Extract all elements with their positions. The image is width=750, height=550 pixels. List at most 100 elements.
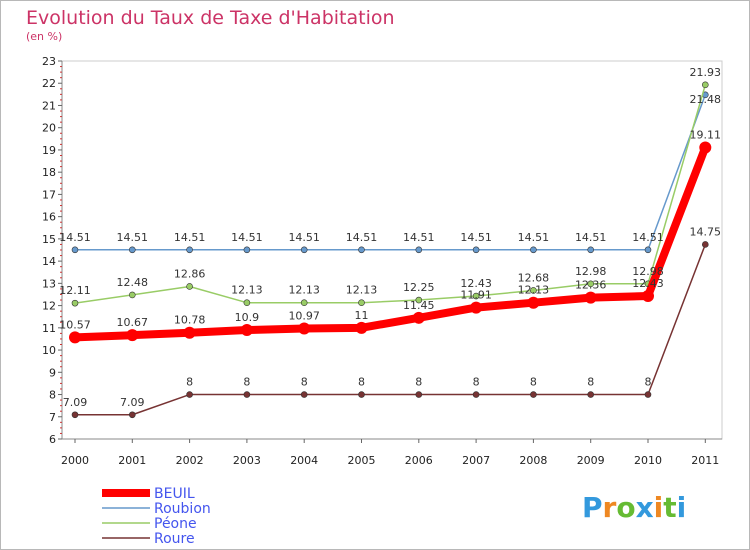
data-point bbox=[300, 391, 308, 398]
data-point bbox=[470, 301, 483, 314]
data-label: 8 bbox=[530, 376, 537, 389]
y-tick-label: 22 bbox=[42, 77, 56, 90]
data-point bbox=[129, 411, 136, 419]
y-tick-label: 17 bbox=[42, 188, 56, 201]
data-label: 11 bbox=[355, 309, 369, 322]
logo-letter: i bbox=[654, 491, 664, 524]
data-point bbox=[243, 246, 251, 254]
labels-péone: 12.11 12.48 12.86 12.13 12.13 12.13 12.25 12.43… bbox=[59, 66, 721, 297]
data-point bbox=[701, 241, 709, 248]
data-label: 7.09 bbox=[63, 396, 88, 409]
series-roure bbox=[71, 241, 709, 419]
data-point bbox=[472, 292, 480, 300]
data-label: 19.11 bbox=[690, 128, 722, 141]
data-point bbox=[186, 283, 193, 290]
data-point bbox=[358, 391, 365, 398]
logo-letter: r bbox=[603, 491, 617, 524]
data-label: 11.91 bbox=[460, 289, 492, 302]
logo-letter: P bbox=[582, 491, 603, 524]
data-label: 12.13 bbox=[518, 284, 550, 297]
series-beuil bbox=[69, 141, 712, 344]
labels-beuil: 10.57 10.67 10.78 10.9 10.97 11 11.45 11.91 12.1… bbox=[59, 128, 721, 331]
data-label: 12.11 bbox=[59, 284, 91, 297]
logo-letter: t bbox=[663, 491, 676, 524]
data-label: 11.45 bbox=[403, 299, 435, 312]
labels-roure: 7.09 7.09 8 8 8 8 8 8 8 8 8 14.75 bbox=[63, 225, 721, 408]
data-label: 10.97 bbox=[288, 309, 320, 322]
data-label: 14.51 bbox=[59, 231, 91, 244]
data-label: 8 bbox=[301, 376, 308, 389]
logo-text: Proxiti bbox=[582, 491, 686, 524]
x-tick-label: 2001 bbox=[118, 454, 146, 467]
x-tick-label: 2008 bbox=[519, 454, 547, 467]
data-label: 8 bbox=[587, 376, 594, 389]
data-point bbox=[644, 246, 652, 254]
x-tick-label: 2009 bbox=[577, 454, 605, 467]
data-point bbox=[701, 81, 709, 89]
data-point bbox=[126, 329, 139, 342]
data-point bbox=[415, 246, 423, 254]
data-point bbox=[183, 326, 196, 339]
legend-label: BEUIL bbox=[154, 486, 195, 502]
labels-roubion: 14.51 14.51 14.51 14.51 14.51 14.51 14.51 14.51… bbox=[59, 93, 721, 244]
data-point bbox=[530, 246, 537, 254]
data-point bbox=[243, 299, 251, 306]
series-line bbox=[71, 143, 710, 342]
logo-letter: i bbox=[677, 491, 687, 524]
data-label: 21.48 bbox=[690, 93, 722, 106]
y-tick-label: 16 bbox=[42, 211, 56, 224]
data-point bbox=[584, 291, 597, 304]
y-tick-label: 20 bbox=[42, 122, 56, 135]
chart-subtitle: (en %) bbox=[26, 30, 62, 43]
data-point bbox=[415, 391, 423, 398]
series-péone bbox=[71, 81, 709, 307]
data-point bbox=[71, 246, 79, 254]
data-label: 10.57 bbox=[59, 318, 91, 331]
data-point bbox=[587, 280, 595, 288]
data-point bbox=[472, 391, 480, 398]
data-point bbox=[71, 299, 79, 307]
data-label: 14.51 bbox=[518, 231, 550, 244]
data-label: 8 bbox=[186, 376, 193, 389]
x-tick-label: 2005 bbox=[348, 454, 376, 467]
axes: 6 7 8 9 10 11 12 13 14 15 16 17 18 19 20 21 22 23 2000 2001… bbox=[42, 55, 723, 467]
series-line bbox=[74, 94, 707, 251]
data-point bbox=[530, 287, 537, 294]
data-label: 12.25 bbox=[403, 281, 435, 294]
data-label: 8 bbox=[243, 376, 250, 389]
data-point bbox=[358, 246, 365, 254]
series-roubion bbox=[71, 91, 709, 254]
data-point bbox=[186, 246, 193, 254]
legend-item-roure: Roure bbox=[102, 531, 195, 547]
series-line bbox=[74, 243, 707, 416]
data-label: 8 bbox=[358, 376, 365, 389]
legend-item-roubion: Roubion bbox=[102, 501, 211, 517]
logo-letter: x bbox=[636, 491, 654, 524]
data-point bbox=[415, 296, 423, 304]
y-tick-label: 11 bbox=[42, 322, 56, 335]
data-point bbox=[186, 391, 193, 398]
data-label: 12.98 bbox=[575, 265, 607, 278]
data-point bbox=[355, 321, 368, 334]
data-label: 8 bbox=[645, 376, 652, 389]
y-tick-label: 15 bbox=[42, 233, 56, 246]
y-tick-label: 7 bbox=[49, 411, 56, 424]
data-label: 21.93 bbox=[690, 66, 722, 79]
data-label: 12.13 bbox=[231, 284, 263, 297]
data-label: 14.51 bbox=[403, 231, 435, 244]
y-tick-label: 10 bbox=[42, 344, 56, 357]
x-tick-label: 2006 bbox=[405, 454, 433, 467]
x-tick-label: 2007 bbox=[462, 454, 490, 467]
data-point bbox=[69, 331, 81, 344]
data-label: 14.51 bbox=[575, 231, 607, 244]
y-tick-label: 12 bbox=[42, 300, 56, 313]
legend-label: Roure bbox=[154, 531, 195, 547]
data-label: 8 bbox=[415, 376, 422, 389]
data-label: 14.75 bbox=[690, 225, 722, 238]
logo-letter: o bbox=[616, 491, 635, 524]
x-tick-label: 2010 bbox=[634, 454, 662, 467]
data-point bbox=[243, 391, 251, 398]
legend-label: Péone bbox=[154, 516, 197, 532]
